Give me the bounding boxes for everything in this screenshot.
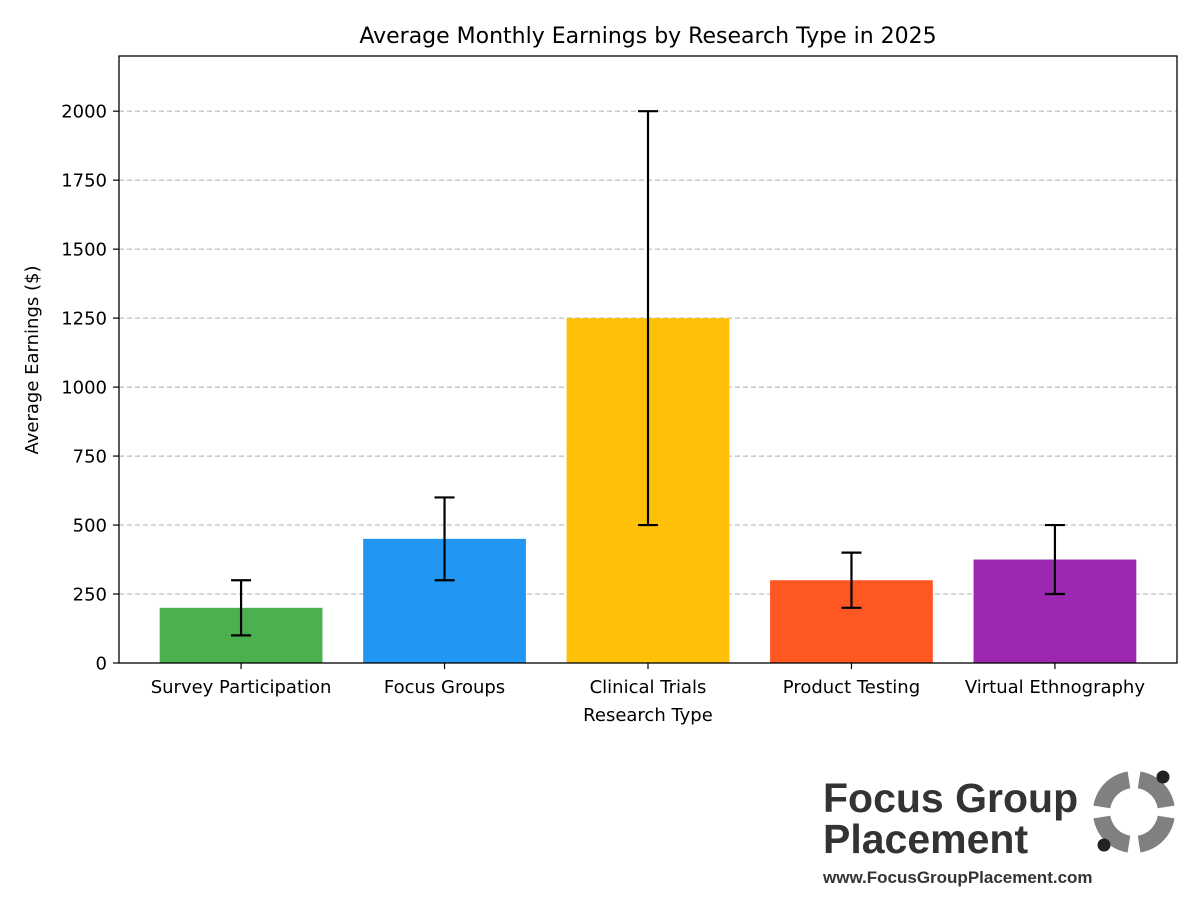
x-axis-title: Research Type	[583, 705, 713, 726]
ring-dot	[1097, 838, 1111, 852]
brand-name-line2: Placement	[823, 816, 1028, 862]
brand-url: www.FocusGroupPlacement.com	[822, 868, 1093, 887]
ring-segment	[1093, 771, 1131, 809]
error-bar-product-testing	[841, 551, 862, 609]
error-bar-virtual-ethnography	[1044, 523, 1065, 596]
ring-segment	[1137, 815, 1175, 853]
error-bar-focus-groups	[434, 496, 455, 582]
bars	[159, 318, 1137, 663]
x-tick-label: Focus Groups	[384, 677, 505, 698]
error-bar-clinical-trials	[638, 110, 658, 527]
x-tick-label: Survey Participation	[151, 677, 332, 698]
y-tick-label: 0	[96, 654, 107, 675]
ring-dot	[1156, 770, 1170, 784]
y-tick-label: 1000	[61, 378, 107, 399]
y-tick-label: 1250	[61, 309, 107, 330]
brand-name-line1: Focus Group	[823, 775, 1078, 821]
x-tick-label: Product Testing	[783, 677, 920, 698]
brand-logo: Focus Group Placement www.FocusGroupPlac…	[822, 770, 1175, 887]
ring-segment	[1093, 815, 1131, 853]
y-axis-title: Average Earnings ($)	[22, 266, 43, 455]
error-bars	[231, 110, 1065, 637]
ring-icon	[1093, 770, 1175, 853]
y-tick-label: 1750	[61, 171, 107, 192]
y-axis-ticks: 0 250 500 750 1000 1250 1500 1750 2000	[61, 102, 119, 675]
ring-segment	[1137, 771, 1175, 809]
y-tick-label: 2000	[61, 102, 107, 123]
error-bar-survey-participation	[231, 579, 252, 637]
y-tick-label: 250	[73, 585, 107, 606]
x-tick-label: Clinical Trials	[590, 677, 707, 698]
x-tick-label: Virtual Ethnography	[965, 677, 1145, 698]
y-tick-label: 1500	[61, 240, 107, 261]
x-axis-ticks: Survey Participation Focus Groups Clinical…	[151, 663, 1145, 698]
y-tick-label: 750	[73, 447, 107, 468]
y-tick-label: 500	[73, 516, 107, 537]
chart-title: Average Monthly Earnings by Research Typ…	[359, 24, 936, 49]
